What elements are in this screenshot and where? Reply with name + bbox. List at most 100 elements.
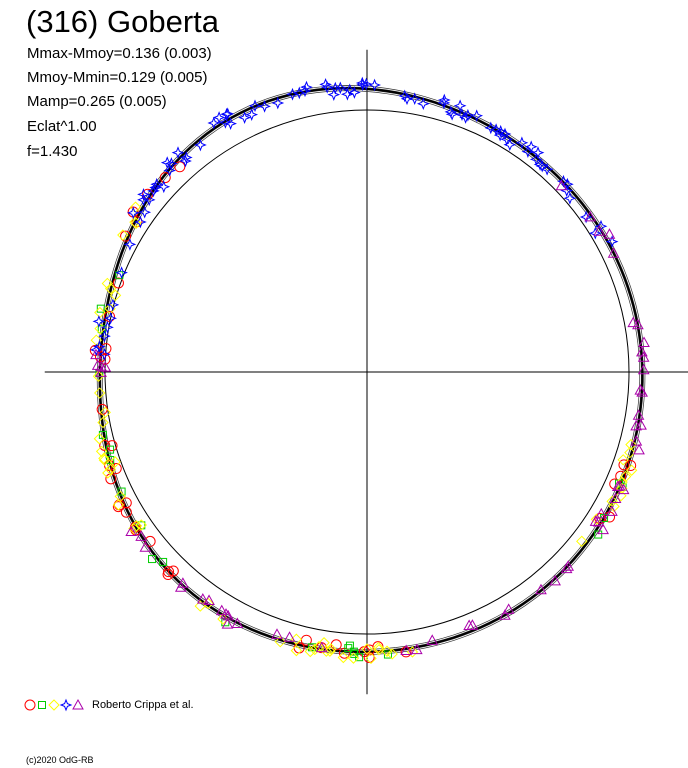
- data-point-star-16: [500, 132, 514, 146]
- data-points-layer: [89, 76, 650, 665]
- data-point-diamond-48: [98, 452, 110, 465]
- data-point-square-8: [350, 649, 359, 658]
- data-point-square-13: [106, 445, 115, 454]
- data-point-triangle-4: [638, 336, 650, 348]
- series-square: [95, 271, 627, 662]
- data-point-circle-32: [163, 566, 175, 578]
- data-point-diamond-54: [104, 463, 117, 476]
- series-triangle: [90, 179, 650, 655]
- data-point-circle-0: [615, 470, 627, 482]
- data-point-square-18: [137, 521, 146, 530]
- data-point-triangle-28: [410, 643, 423, 655]
- data-point-star-13: [515, 136, 529, 150]
- data-point-circle-4: [618, 459, 630, 471]
- data-point-triangle-25: [597, 523, 609, 535]
- data-point-star-59: [212, 111, 226, 124]
- data-point-triangle-16: [637, 351, 650, 362]
- data-point-triangle-47: [271, 628, 283, 639]
- data-point-triangle-35: [613, 479, 626, 491]
- stat-mmoy-mmin: Mmoy-Mmin=0.129 (0.005): [27, 69, 208, 86]
- lightcurve-envelope-1: [102, 90, 641, 650]
- data-point-star-85: [341, 87, 354, 101]
- data-point-diamond-39: [114, 490, 126, 503]
- data-point-star-21: [400, 92, 414, 106]
- stat-eclat: Eclat^1.00: [27, 118, 97, 135]
- data-point-star-15: [453, 99, 467, 113]
- data-point-star-17: [437, 96, 451, 110]
- data-point-diamond-47: [109, 456, 121, 468]
- series-diamond: [90, 201, 638, 665]
- data-point-diamond-6: [576, 535, 588, 548]
- data-point-triangle-44: [221, 618, 234, 629]
- data-point-star-0: [437, 93, 451, 107]
- data-point-triangle-22: [589, 515, 602, 526]
- data-point-triangle-6: [630, 419, 642, 431]
- lightcurve-envelope-2: [100, 88, 642, 652]
- axes: [44, 49, 688, 695]
- data-point-star-65: [238, 111, 251, 124]
- data-point-circle-31: [144, 535, 156, 547]
- data-point-star-50: [224, 117, 237, 130]
- data-point-circle-10: [400, 646, 412, 658]
- data-point-triangle-19: [502, 603, 515, 614]
- data-point-star-28: [533, 158, 547, 171]
- data-point-diamond-59: [117, 229, 129, 241]
- data-point-star-63: [319, 78, 332, 91]
- data-point-square-14: [159, 557, 168, 566]
- data-point-triangle-36: [617, 483, 630, 495]
- data-point-star-49: [271, 96, 285, 110]
- data-point-circle-25: [120, 506, 132, 518]
- data-point-triangle-26: [499, 609, 511, 620]
- data-point-circle-23: [99, 439, 111, 451]
- data-point-triangle-13: [637, 363, 650, 375]
- data-point-star-46: [101, 320, 114, 334]
- legend-marker-diamond: [48, 699, 60, 711]
- data-point-star-66: [327, 88, 341, 101]
- legend-marker-square: [38, 701, 46, 709]
- data-point-star-58: [245, 108, 259, 121]
- data-point-star-64: [138, 205, 152, 219]
- data-point-triangle-18: [595, 507, 608, 519]
- data-point-star-73: [126, 206, 140, 220]
- data-point-star-86: [298, 84, 312, 98]
- data-point-diamond-34: [94, 306, 106, 319]
- data-point-square-19: [96, 304, 105, 313]
- data-point-square-17: [148, 555, 157, 564]
- data-point-star-23: [459, 111, 472, 124]
- data-point-diamond-26: [202, 597, 214, 610]
- data-point-star-39: [123, 238, 137, 251]
- lightcurve-fit: [98, 87, 644, 653]
- data-point-star-1: [557, 174, 570, 188]
- data-point-star-61: [179, 151, 193, 164]
- data-point-star-3: [455, 108, 469, 121]
- data-point-diamond-43: [98, 454, 111, 466]
- data-point-square-7: [344, 644, 353, 653]
- data-point-diamond-1: [617, 454, 629, 466]
- data-point-star-53: [147, 184, 160, 198]
- data-point-star-36: [444, 105, 458, 119]
- data-point-diamond-17: [217, 613, 229, 625]
- data-point-square-6: [383, 650, 392, 659]
- data-point-circle-11: [300, 634, 312, 646]
- data-point-star-27: [494, 124, 508, 138]
- legend: Roberto Crippa et al.: [24, 697, 194, 713]
- data-point-triangle-3: [636, 386, 648, 397]
- data-point-diamond-44: [92, 370, 105, 382]
- data-point-diamond-14: [290, 644, 303, 657]
- data-point-diamond-24: [320, 645, 333, 657]
- data-point-diamond-53: [109, 289, 122, 302]
- data-point-star-88: [328, 81, 342, 95]
- data-point-diamond-46: [135, 519, 147, 531]
- data-point-triangle-57: [91, 359, 104, 370]
- chart-title: (316) Goberta: [26, 4, 219, 39]
- data-point-square-15: [98, 430, 107, 439]
- data-point-triangle-48: [125, 525, 138, 537]
- data-point-triangle-10: [630, 435, 643, 446]
- data-point-star-5: [594, 219, 608, 233]
- legend-markers: [24, 698, 84, 712]
- data-point-square-9: [345, 641, 354, 650]
- data-point-star-72: [355, 76, 369, 90]
- data-point-triangle-45: [283, 631, 296, 642]
- data-point-star-19: [563, 191, 577, 205]
